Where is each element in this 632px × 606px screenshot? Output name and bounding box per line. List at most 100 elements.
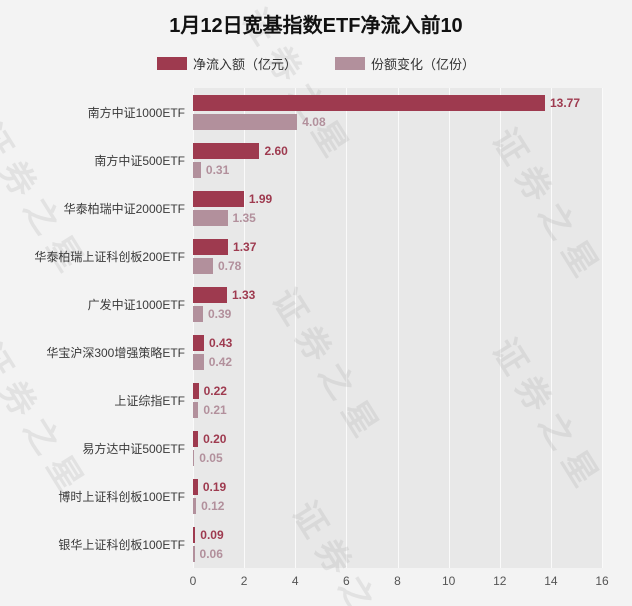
- category-label: 华泰柏瑞上证科创板200ETF: [34, 249, 185, 264]
- category-label: 华宝沪深300增强策略ETF: [46, 345, 185, 360]
- chart-row: 华宝沪深300增强策略ETF 0.43 0.42: [0, 328, 632, 376]
- bar-group: 0.19 0.12: [193, 478, 602, 514]
- value-label: 0.78: [217, 258, 242, 273]
- page-title: 1月12日宽基指数ETF净流入前10: [169, 15, 463, 37]
- category-label: 华泰柏瑞中证2000ETF: [63, 201, 185, 216]
- category-label: 广发中证1000ETF: [87, 297, 185, 312]
- net-inflow-bar: [193, 478, 198, 495]
- gridline: [397, 88, 399, 568]
- net-inflow-bar: [193, 430, 199, 447]
- net-inflow-bar: [193, 286, 227, 303]
- bar-line: 0.21: [193, 401, 602, 418]
- chart-row: 华泰柏瑞中证2000ETF 1.99 1.35: [0, 184, 632, 232]
- bar-line: 4.08: [193, 113, 602, 130]
- gridline: [602, 88, 603, 568]
- value-label: 1.35: [232, 210, 256, 225]
- share-change-swatch: [335, 57, 365, 70]
- chart-row: 南方中证500ETF 2.60 0.31: [0, 136, 632, 184]
- category-label: 上证综指ETF: [114, 393, 185, 408]
- chart-row: 广发中证1000ETF 1.33 0.39: [0, 280, 632, 328]
- value-label: 0.31: [205, 162, 230, 177]
- net-inflow-bar: [193, 526, 196, 543]
- value-label: 0.21: [203, 402, 227, 417]
- bar-line: 0.43: [193, 334, 602, 351]
- net-inflow-bar: [193, 190, 244, 207]
- x-axis: 0 2 4 6 8 10 12 14 16: [189, 574, 609, 592]
- bar-group: 13.77 4.08: [193, 94, 602, 130]
- bar-line: 1.99: [193, 190, 602, 207]
- value-label: 0.05: [199, 450, 223, 465]
- bar-group: 1.37 0.78: [193, 238, 602, 274]
- bar-line: 0.09: [193, 526, 602, 543]
- x-tick-label: 16: [595, 574, 609, 588]
- chart-row: 南方中证1000ETF 13.77 4.08: [0, 88, 632, 136]
- bar-line: 1.37: [193, 238, 602, 255]
- x-tick-label: 0: [189, 574, 197, 588]
- x-tick-label: 4: [291, 574, 299, 588]
- gridline: [244, 88, 246, 568]
- value-label: 0.42: [208, 354, 233, 369]
- value-label: 2.60: [264, 143, 288, 158]
- bar-line: 0.06: [193, 545, 602, 562]
- chart-row: 易方达中证500ETF 0.20 0.05: [0, 424, 632, 472]
- value-label: 1.33: [231, 287, 256, 302]
- gridline: [448, 88, 450, 568]
- value-label: 0.09: [200, 527, 224, 542]
- bar-chart: 南方中证1000ETF 13.77 4.08 南方中证500ETF 2.60 0.31 华泰…: [0, 88, 632, 568]
- net-inflow-swatch: [156, 57, 187, 70]
- net-inflow-bar: [193, 94, 545, 111]
- chart-row: 博时上证科创板100ETF 0.19 0.12: [0, 472, 632, 520]
- x-tick-label: 8: [394, 574, 401, 588]
- value-label: 0.12: [201, 498, 225, 513]
- bar-line: 0.22: [193, 382, 602, 399]
- value-label: 0.19: [202, 479, 227, 494]
- chart-row: 银华上证科创板100ETF 0.09 0.06: [0, 520, 632, 568]
- chart-row: 华泰柏瑞上证科创板200ETF 1.37 0.78: [0, 232, 632, 280]
- share-change-bar: [193, 497, 197, 514]
- bar-line: 0.20: [193, 430, 602, 447]
- x-tick-label: 10: [441, 574, 456, 588]
- share-change-bar: [193, 257, 213, 274]
- chart-legend: 净流入额（亿元） 份额变化（亿份）: [0, 54, 632, 73]
- bar-line: 0.78: [193, 257, 602, 274]
- net-inflow-bar: [193, 382, 199, 399]
- x-tick-label: 2: [240, 574, 248, 588]
- bar-line: 0.31: [193, 161, 602, 178]
- bar-line: 0.12: [193, 497, 602, 514]
- bar-group: 0.43 0.42: [193, 334, 602, 370]
- share-change-bar: [193, 353, 204, 370]
- bar-line: 0.42: [193, 353, 602, 370]
- bar-line: 2.60: [193, 142, 602, 159]
- bar-group: 0.22 0.21: [193, 382, 602, 418]
- gridline: [550, 88, 552, 568]
- value-label: 0.22: [203, 383, 227, 398]
- value-label: 0.06: [199, 546, 223, 561]
- chart-row: 上证综指ETF 0.22 0.21: [0, 376, 632, 424]
- bar-line: 0.19: [193, 478, 602, 495]
- category-label: 易方达中证500ETF: [82, 441, 185, 456]
- gridline: [193, 88, 194, 568]
- value-label: 0.39: [207, 306, 232, 321]
- value-label: 0.43: [208, 335, 233, 350]
- x-tick-label: 14: [544, 574, 558, 588]
- value-label: 1.37: [233, 239, 257, 254]
- bar-group: 2.60 0.31: [193, 142, 602, 178]
- share-change-bar: [193, 545, 195, 562]
- bar-group: 0.09 0.06: [193, 526, 602, 562]
- share-change-bar: [193, 113, 298, 130]
- value-label: 0.20: [203, 431, 227, 446]
- value-label: 13.77: [549, 95, 581, 110]
- category-label: 南方中证1000ETF: [87, 105, 185, 120]
- x-tick-label: 12: [493, 574, 507, 588]
- share-change-bar: [193, 449, 195, 466]
- net-inflow-bar: [193, 334, 204, 351]
- value-label: 1.99: [248, 191, 273, 206]
- category-label: 南方中证500ETF: [94, 153, 185, 168]
- share-change-bar: [193, 401, 199, 418]
- bar-line: 0.05: [193, 449, 602, 466]
- bar-line: 1.35: [193, 209, 602, 226]
- legend-item-share-change: 份额变化（亿份）: [335, 54, 475, 73]
- legend-label-share-change: 份额变化（亿份）: [371, 57, 476, 72]
- legend-item-net-inflow: 净流入额（亿元）: [156, 54, 297, 73]
